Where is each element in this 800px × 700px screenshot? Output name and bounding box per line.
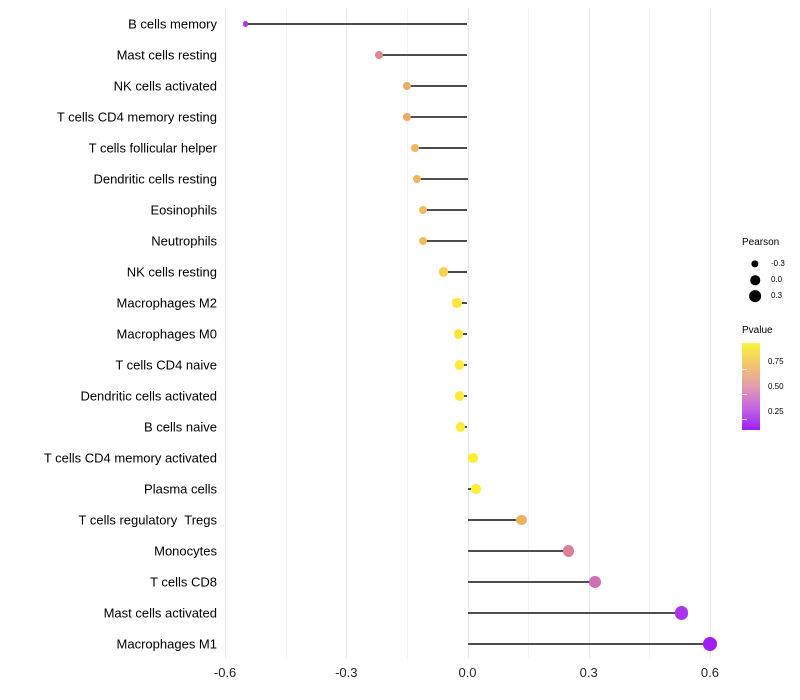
- y-axis-label: Dendritic cells activated: [80, 388, 217, 404]
- gridline-major: [709, 8, 711, 658]
- legend-pvalue-colorbar: Pvalue 0.75 0.50 0.25: [742, 325, 784, 430]
- pearson-dot: [242, 21, 248, 27]
- pearson-dot: [467, 453, 478, 463]
- pearson-dot: [471, 484, 481, 494]
- pearson-dot: [588, 576, 601, 588]
- legend-size-dot: [750, 275, 760, 285]
- legend-pvalue-title: Pvalue: [742, 325, 773, 336]
- x-axis-tick-label: -0.6: [213, 665, 237, 680]
- lollipop-stem: [245, 23, 468, 25]
- lollipop-stem: [467, 550, 569, 552]
- y-axis-label: Macrophages M0: [116, 326, 217, 342]
- pearson-dot: [412, 174, 422, 184]
- pearson-dot: [418, 236, 428, 246]
- y-axis-label: Monocytes: [154, 543, 217, 559]
- legend-size-dot: [751, 260, 759, 268]
- y-axis-label: Eosinophils: [150, 202, 218, 218]
- y-axis-label: T cells regulatory Tregs: [78, 512, 217, 528]
- y-axis-label: T cells CD8: [150, 574, 217, 590]
- pearson-dot: [452, 298, 462, 308]
- lollipop-stem: [443, 271, 468, 273]
- lollipop-stem: [467, 519, 522, 521]
- lollipop-stem: [417, 178, 468, 180]
- pearson-dot: [674, 606, 689, 620]
- lollipop-stem: [414, 147, 468, 149]
- gridline-minor: [528, 8, 530, 658]
- y-axis-label: T cells follicular helper: [88, 140, 217, 156]
- gridline-major: [225, 8, 227, 658]
- lollipop-stem: [456, 302, 468, 304]
- pearson-dot: [454, 391, 465, 401]
- y-axis-label: Dendritic cells resting: [93, 171, 217, 187]
- pearson-dot: [410, 143, 420, 153]
- pvalue-bar-tick: [742, 368, 747, 370]
- lollipop-stem: [423, 209, 468, 211]
- pvalue-bar-label: 0.50: [768, 381, 784, 391]
- x-axis-tick-label: -0.3: [335, 665, 358, 680]
- lollipop-stem: [423, 240, 468, 242]
- gridline-major: [588, 8, 590, 658]
- pearson-dot: [453, 329, 464, 339]
- legend-size-dot: [749, 290, 761, 302]
- lollipop-stem: [467, 612, 682, 614]
- legend-size-label: 0.3: [771, 291, 783, 300]
- lollipop-stem: [406, 85, 468, 87]
- gridline-major: [346, 8, 348, 658]
- pearson-dot: [516, 514, 527, 526]
- pearson-dot: [402, 81, 412, 91]
- y-axis-label: T cells CD4 memory resting: [56, 109, 217, 125]
- legend-size-label: -0.3: [771, 259, 785, 268]
- pearson-dot: [455, 422, 465, 432]
- pearson-dot: [418, 205, 428, 215]
- gridline-minor: [285, 8, 287, 658]
- y-axis-label: B cells memory: [128, 16, 217, 32]
- lollipop-stem: [406, 116, 468, 118]
- y-axis-label: T cells CD4 naive: [115, 357, 217, 373]
- gridline-major: [467, 8, 469, 658]
- y-axis-label: Macrophages M2: [116, 295, 217, 311]
- y-axis-label: NK cells resting: [126, 264, 217, 280]
- y-axis-label: NK cells activated: [113, 78, 217, 94]
- y-axis-label: Mast cells resting: [116, 47, 217, 63]
- pvalue-gradient-bar: [742, 343, 760, 430]
- y-axis-label: Neutrophils: [151, 233, 217, 249]
- pearson-dot: [454, 360, 465, 370]
- y-axis-label: B cells naive: [144, 419, 217, 435]
- plot-panel: [222, 8, 730, 658]
- pvalue-bar-label: 0.25: [768, 406, 784, 416]
- pvalue-bar-tick: [742, 418, 747, 420]
- pearson-dot: [438, 267, 448, 277]
- pearson-dot: [402, 112, 412, 122]
- lollipop-stem: [378, 54, 468, 56]
- pearson-dot: [562, 545, 575, 557]
- pvalue-bar-label: 0.75: [768, 356, 784, 366]
- y-axis-label: Macrophages M1: [116, 636, 217, 652]
- gridline-minor: [649, 8, 651, 658]
- legend-pearson-title: Pearson: [742, 237, 780, 248]
- y-axis-label: T cells CD4 memory activated: [43, 450, 217, 466]
- legend-size-label: 0.0: [771, 275, 783, 284]
- x-axis-tick-label: 0.0: [458, 665, 477, 680]
- x-axis-tick-label: 0.6: [700, 665, 719, 680]
- lollipop-stem: [467, 643, 710, 645]
- pearson-dot: [702, 637, 717, 651]
- x-axis-tick-label: 0.3: [579, 665, 598, 680]
- pearson-dot: [374, 51, 383, 59]
- y-axis-label: Mast cells activated: [103, 605, 217, 621]
- y-axis-label: Plasma cells: [144, 481, 217, 497]
- legend-pearson-size: Pearson -0.3 0.0 0.3: [742, 237, 785, 302]
- gridline-minor: [406, 8, 408, 658]
- pvalue-bar-tick: [742, 393, 747, 395]
- lollipop-stem: [467, 581, 595, 583]
- lollipop-stem: [458, 333, 468, 335]
